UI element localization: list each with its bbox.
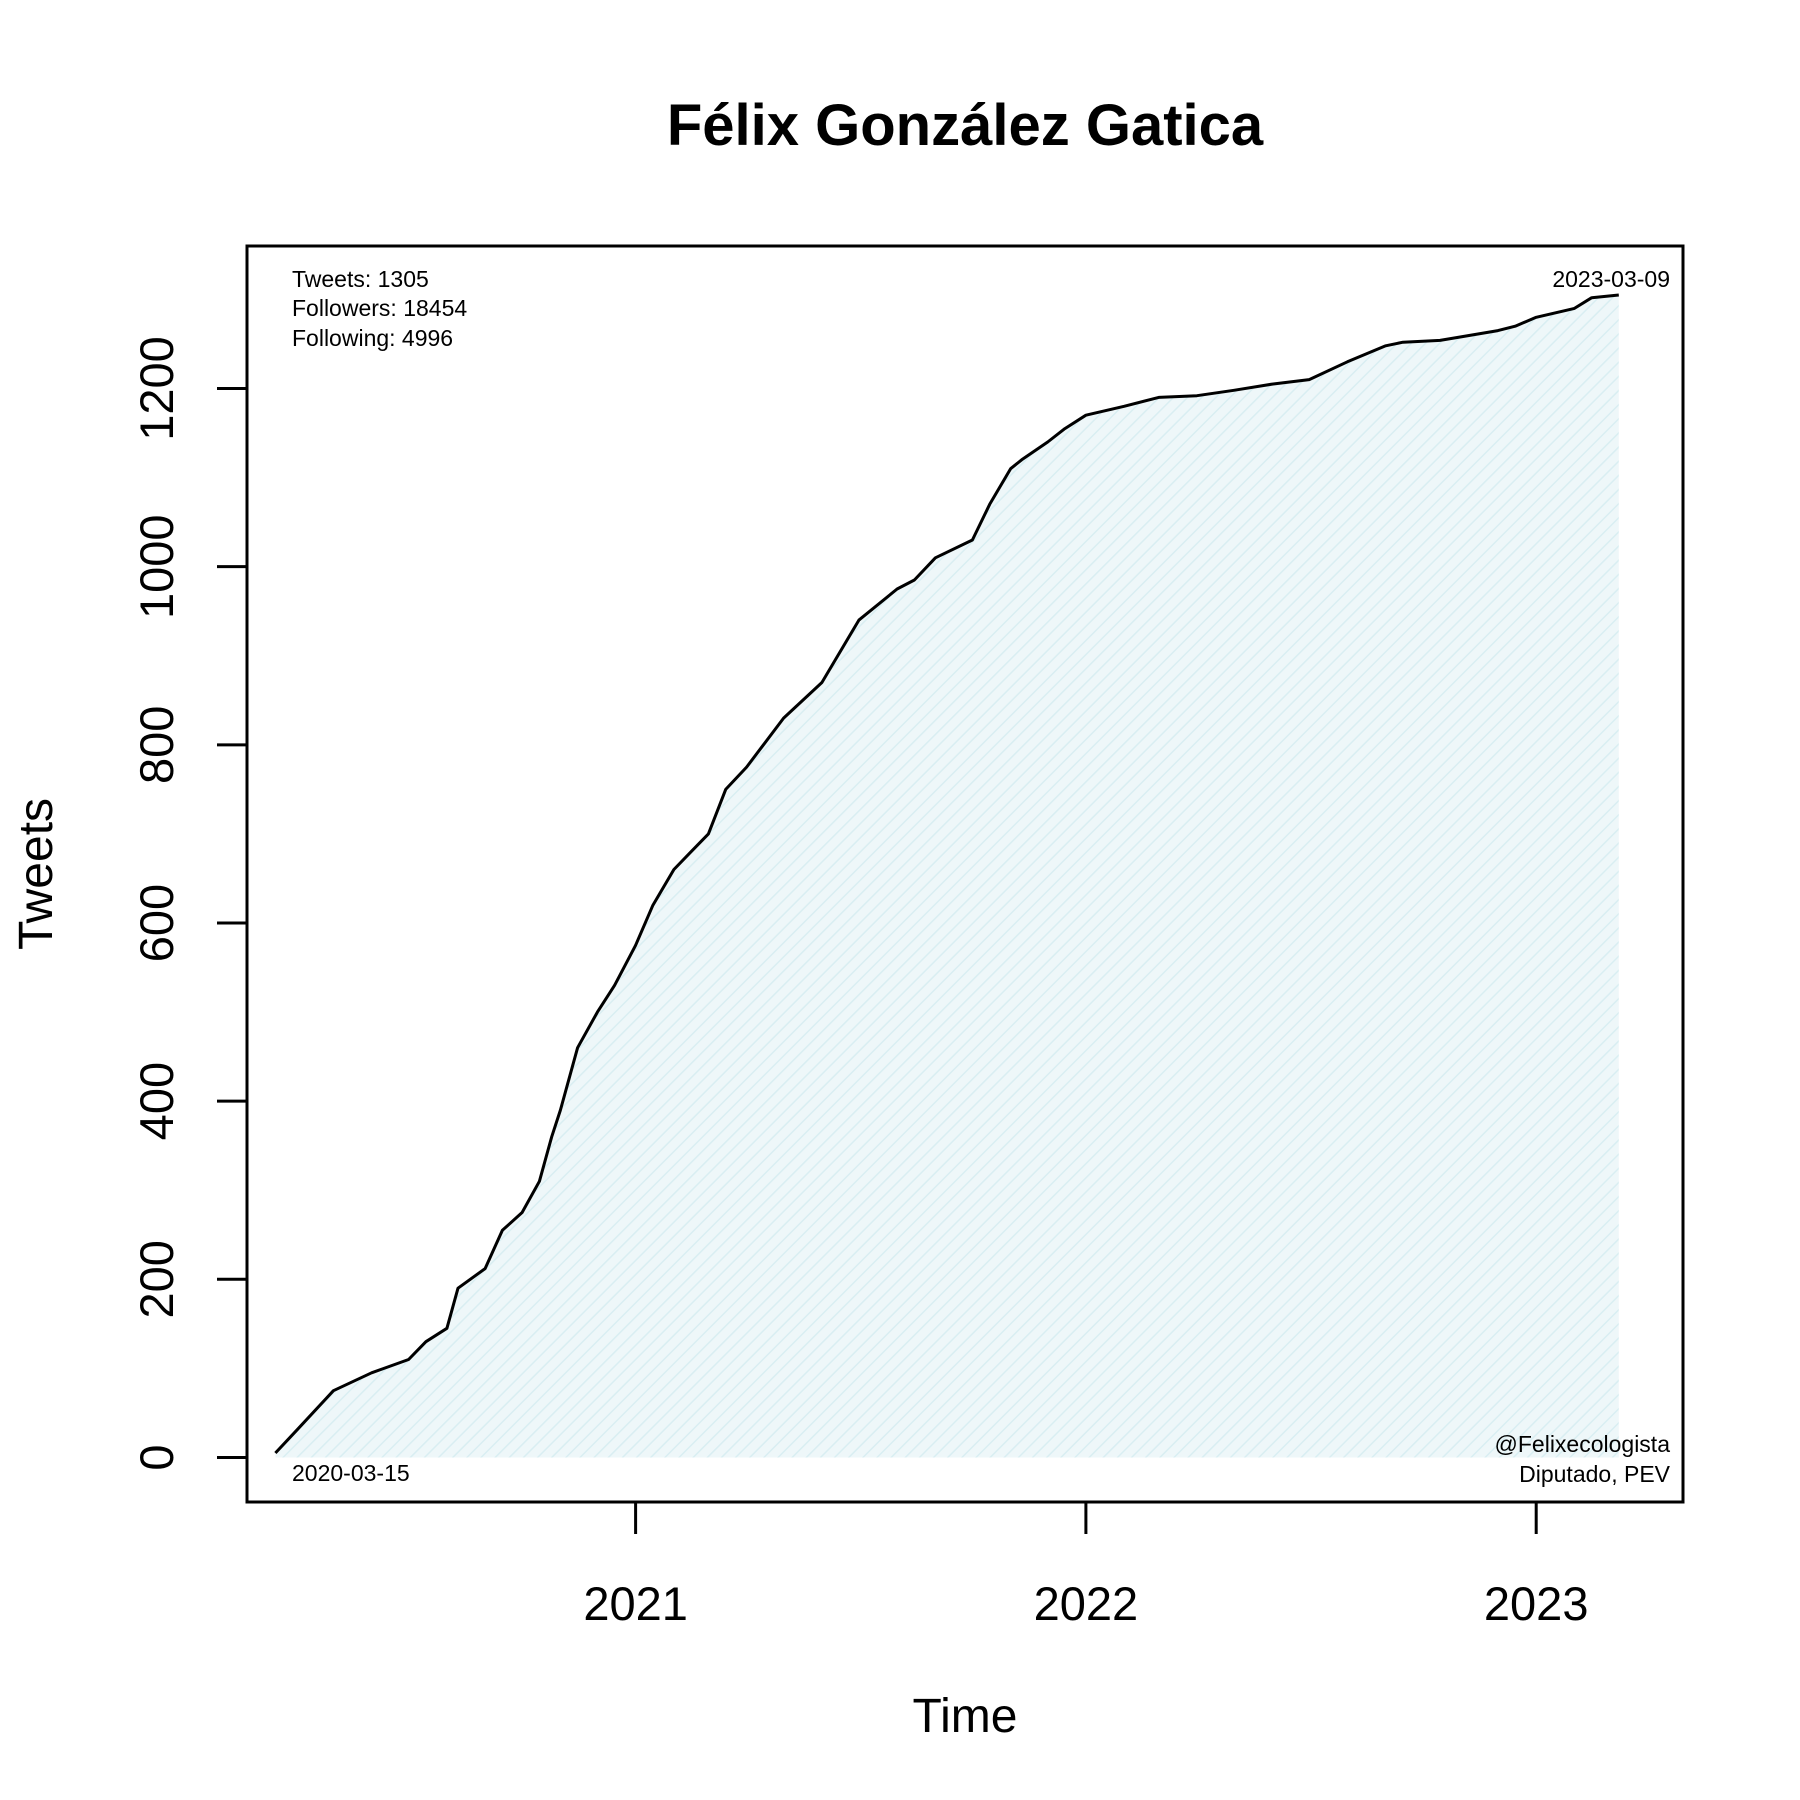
y-tick-label: 800 — [130, 706, 183, 784]
x-tick-label: 2021 — [583, 1577, 688, 1630]
y-axis: 0 200 400 600 800 1000 1200 — [130, 336, 247, 1471]
end-date-label: 2023-03-09 — [1552, 266, 1670, 292]
start-date-label: 2020-03-15 — [292, 1460, 410, 1486]
y-axis-title: Tweets — [10, 798, 63, 950]
y-tick-label: 600 — [130, 884, 183, 962]
y-tick-label: 1200 — [130, 336, 183, 441]
plot-area — [274, 293, 1619, 1458]
x-tick-label: 2023 — [1484, 1577, 1589, 1630]
x-tick-label: 2022 — [1034, 1577, 1139, 1630]
tweets-line — [274, 293, 1619, 1455]
tweets-area — [275, 295, 1619, 1458]
y-tick-label: 0 — [130, 1444, 183, 1470]
affiliation-label: Diputado, PEV — [1519, 1461, 1671, 1487]
handle-label: @Felixecologista — [1495, 1431, 1671, 1457]
stat-followers: Followers: 18454 — [292, 295, 467, 321]
chart-title: Félix González Gatica — [667, 93, 1264, 158]
stat-following: Following: 4996 — [292, 325, 453, 351]
x-axis: 2021 2022 2023 — [583, 1502, 1588, 1630]
plot-frame — [245, 244, 1685, 1504]
y-tick-label: 1000 — [130, 514, 183, 619]
y-tick-label: 400 — [130, 1062, 183, 1140]
stat-tweets: Tweets: 1305 — [292, 266, 429, 292]
stats-annotation: Tweets: 1305 Followers: 18454 Following:… — [292, 266, 467, 351]
y-tick-label: 200 — [130, 1240, 183, 1318]
x-axis-title: Time — [913, 1690, 1018, 1743]
